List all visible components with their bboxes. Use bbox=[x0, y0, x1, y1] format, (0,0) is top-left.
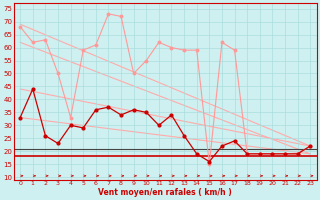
X-axis label: Vent moyen/en rafales ( km/h ): Vent moyen/en rafales ( km/h ) bbox=[98, 188, 232, 197]
